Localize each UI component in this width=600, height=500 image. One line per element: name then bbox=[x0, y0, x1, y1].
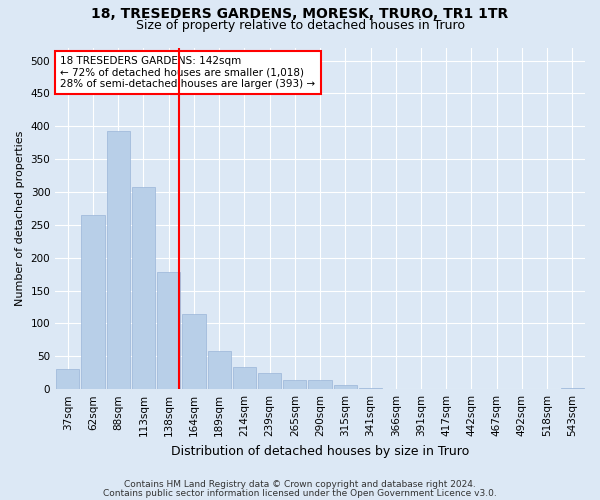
Text: Size of property relative to detached houses in Truro: Size of property relative to detached ho… bbox=[136, 18, 464, 32]
Bar bbox=[107, 131, 130, 389]
Bar bbox=[82, 215, 104, 389]
Text: Contains public sector information licensed under the Open Government Licence v3: Contains public sector information licen… bbox=[103, 488, 497, 498]
Text: 18 TRESEDERS GARDENS: 142sqm
← 72% of detached houses are smaller (1,018)
28% of: 18 TRESEDERS GARDENS: 142sqm ← 72% of de… bbox=[61, 56, 316, 89]
X-axis label: Distribution of detached houses by size in Truro: Distribution of detached houses by size … bbox=[171, 444, 469, 458]
Bar bbox=[132, 188, 155, 389]
Y-axis label: Number of detached properties: Number of detached properties bbox=[15, 130, 25, 306]
Bar bbox=[157, 272, 181, 389]
Bar bbox=[334, 384, 357, 389]
Bar bbox=[384, 388, 407, 389]
Bar bbox=[359, 388, 382, 389]
Bar bbox=[308, 380, 332, 389]
Bar bbox=[56, 370, 79, 389]
Bar bbox=[182, 314, 206, 389]
Bar bbox=[258, 373, 281, 389]
Text: 18, TRESEDERS GARDENS, MORESK, TRURO, TR1 1TR: 18, TRESEDERS GARDENS, MORESK, TRURO, TR… bbox=[91, 8, 509, 22]
Bar bbox=[233, 368, 256, 389]
Bar bbox=[283, 380, 307, 389]
Text: Contains HM Land Registry data © Crown copyright and database right 2024.: Contains HM Land Registry data © Crown c… bbox=[124, 480, 476, 489]
Bar bbox=[208, 351, 231, 389]
Bar bbox=[561, 388, 584, 389]
